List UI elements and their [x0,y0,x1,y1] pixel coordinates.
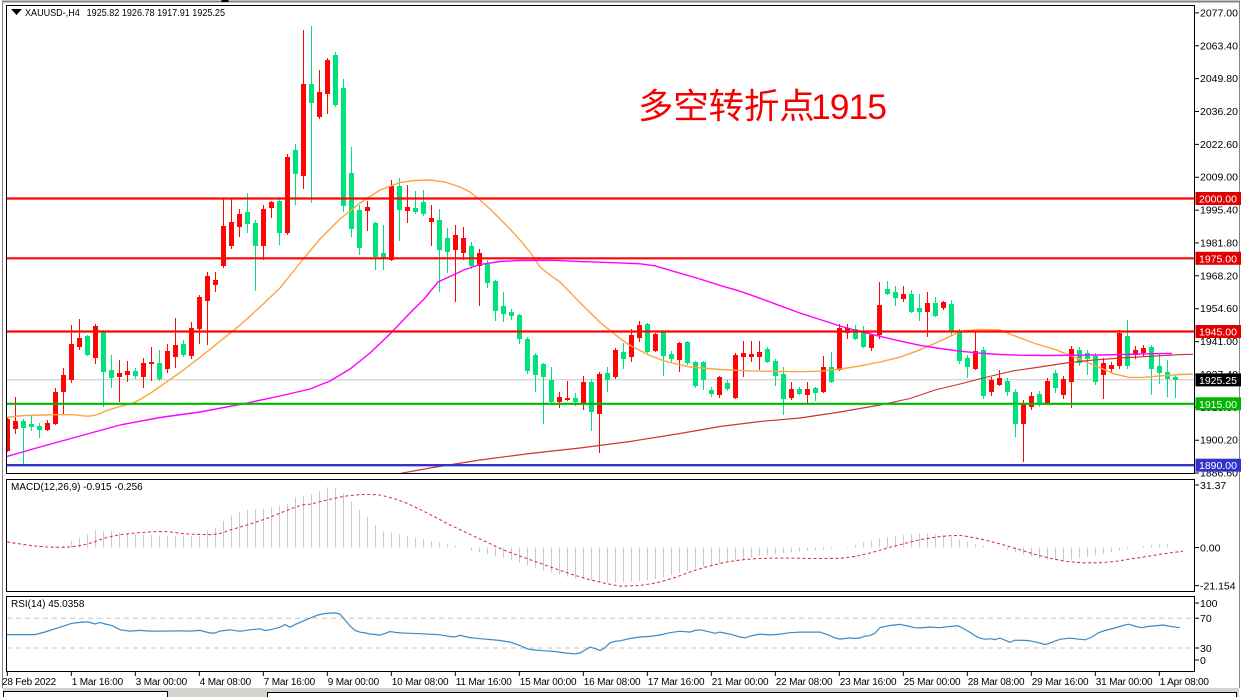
svg-text:22 Mar 08:00: 22 Mar 08:00 [776,677,833,688]
svg-text:16 Mar 08:00: 16 Mar 08:00 [584,677,641,688]
svg-text:29 Mar 16:00: 29 Mar 16:00 [1032,677,1089,688]
svg-text:1890.00: 1890.00 [1199,460,1237,472]
svg-text:25 Mar 00:00: 25 Mar 00:00 [904,677,961,688]
svg-text:1925.25: 1925.25 [1199,375,1237,387]
svg-text:21 Mar 00:00: 21 Mar 00:00 [712,677,769,688]
svg-text:28 Feb 2022: 28 Feb 2022 [2,677,57,688]
svg-text:23 Mar 16:00: 23 Mar 16:00 [840,677,897,688]
svg-text:2022.60: 2022.60 [1200,139,1238,151]
svg-text:1915: 1915 [811,87,886,127]
svg-text:1995.40: 1995.40 [1200,205,1238,217]
svg-text:10 Mar 08:00: 10 Mar 08:00 [392,677,449,688]
svg-text:30: 30 [1200,643,1212,655]
svg-text:2036.20: 2036.20 [1200,106,1238,118]
svg-text:2063.40: 2063.40 [1200,40,1238,52]
svg-text:1900.20: 1900.20 [1200,435,1238,447]
svg-text:-21.154: -21.154 [1200,581,1236,593]
svg-text:XAUUSD-,H4 1925.82 1926.78 1: XAUUSD-,H4 1925.82 1926.78 1917.91 1925.… [25,7,225,19]
svg-text:15 Mar 00:00: 15 Mar 00:00 [520,677,577,688]
svg-text:1 Apr 08:00: 1 Apr 08:00 [1160,677,1210,688]
svg-text:28 Mar 08:00: 28 Mar 08:00 [968,677,1025,688]
svg-text:1915.00: 1915.00 [1199,399,1237,411]
svg-text:1954.60: 1954.60 [1200,303,1238,315]
svg-text:11 Mar 16:00: 11 Mar 16:00 [456,677,512,688]
svg-text:0.00: 0.00 [1200,543,1221,555]
svg-text:2077.00: 2077.00 [1200,7,1238,19]
svg-text:MACD(12,26,9) -0.915 -0.256: MACD(12,26,9) -0.915 -0.256 [11,482,143,493]
svg-text:0: 0 [1200,655,1206,667]
svg-text:2000.00: 2000.00 [1199,194,1237,206]
svg-text:RSI(14) 45.0358: RSI(14) 45.0358 [11,599,85,610]
svg-text:1968.20: 1968.20 [1200,270,1238,282]
svg-text:31 Mar 00:00: 31 Mar 00:00 [1096,677,1153,688]
svg-text:1 Mar 16:00: 1 Mar 16:00 [72,677,124,688]
svg-text:1941.00: 1941.00 [1200,336,1238,348]
svg-text:70: 70 [1200,613,1212,625]
svg-text:17 Mar 16:00: 17 Mar 16:00 [648,677,705,688]
svg-text:31.37: 31.37 [1200,480,1226,492]
svg-text:100: 100 [1200,598,1218,610]
svg-text:1981.80: 1981.80 [1200,237,1238,249]
svg-text:7 Mar 16:00: 7 Mar 16:00 [264,677,316,688]
svg-text:2049.80: 2049.80 [1200,73,1238,85]
svg-text:3 Mar 00:00: 3 Mar 00:00 [136,677,188,688]
svg-text:2009.00: 2009.00 [1200,172,1238,184]
svg-text:1975.00: 1975.00 [1199,253,1237,265]
svg-text:4 Mar 08:00: 4 Mar 08:00 [200,677,252,688]
svg-text:1945.00: 1945.00 [1199,327,1237,339]
svg-text:9 Mar 00:00: 9 Mar 00:00 [328,677,380,688]
